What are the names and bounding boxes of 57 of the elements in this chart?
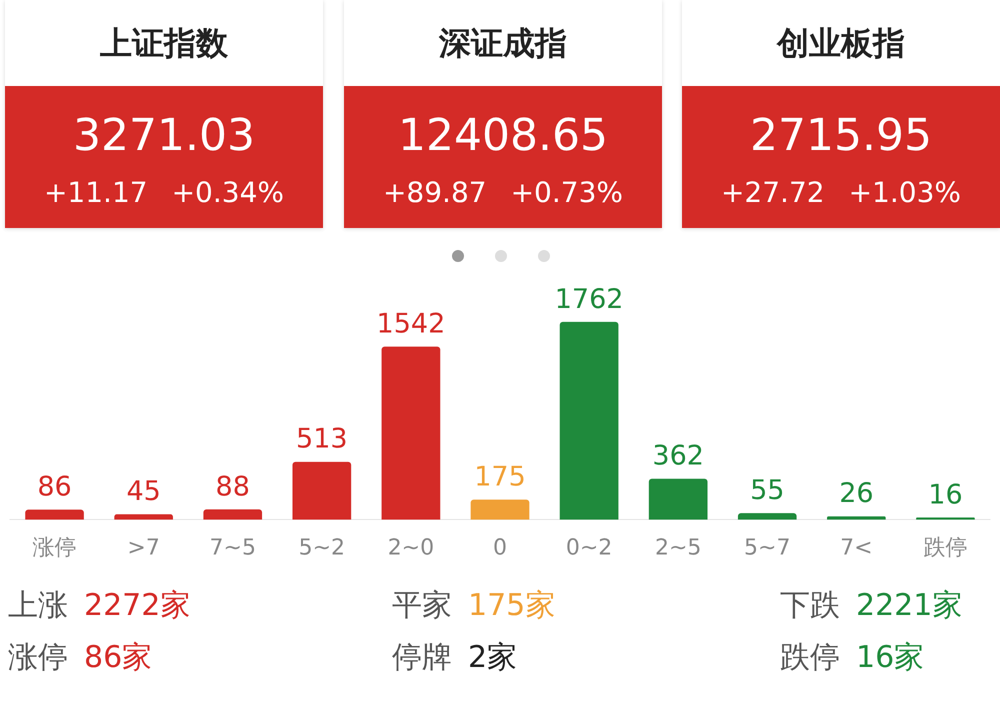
text: 16家 [856, 639, 924, 677]
data-label: 16 [928, 479, 963, 510]
text: 12408.65 [397, 109, 609, 163]
text: +89.87 [382, 176, 487, 209]
data-label: 1542 [376, 308, 446, 340]
text: 上证指数 [5, 0, 323, 86]
x-tick-label: 5~2 [298, 536, 346, 561]
x-tick-label: >7 [127, 536, 160, 561]
text: 跌停 [780, 639, 840, 677]
text: 涨停 [8, 639, 68, 677]
data-label: 175 [474, 462, 526, 493]
data-label: 513 [296, 424, 348, 455]
data-label: 362 [652, 440, 704, 472]
x-tick-label: 7~5 [210, 536, 256, 561]
x-tick-label: 7< [840, 536, 873, 561]
text: 2家 [468, 639, 518, 677]
bar [827, 516, 886, 520]
bar [382, 346, 440, 520]
text: 创业板指 [682, 0, 1000, 86]
text: +0.34% [172, 176, 284, 209]
data-label: 86 [37, 471, 72, 502]
text: 2715.95 [749, 109, 933, 163]
data-label: 1762 [554, 284, 624, 315]
text: 2272家 [84, 587, 190, 625]
text: 上涨 [8, 587, 68, 625]
text: 平家 [392, 587, 452, 625]
bar [560, 322, 618, 520]
data-label: 45 [126, 476, 161, 508]
data-label: 88 [216, 471, 250, 502]
bar [916, 517, 975, 520]
bar [292, 462, 352, 520]
text: 2221家 [856, 587, 962, 625]
bar [203, 509, 262, 520]
text: 3271.03 [72, 109, 256, 163]
x-tick-label: 2~0 [388, 536, 434, 561]
bar [114, 514, 173, 520]
x-tick-label: 5~7 [744, 536, 790, 561]
text: +0.73% [510, 176, 624, 209]
text: +11.17 [44, 176, 148, 209]
x-tick-label: 跌停 [923, 536, 968, 561]
data-label: 26 [839, 478, 874, 510]
bar [25, 510, 84, 520]
x-tick-label: 0~2 [566, 536, 612, 561]
x-tick-label: 2~5 [654, 536, 702, 561]
text: 下跌 [780, 587, 840, 625]
data-label: 55 [750, 474, 784, 506]
bar [470, 500, 530, 520]
bar [648, 478, 708, 520]
text: 86家 [84, 639, 152, 677]
text: +27.72 [720, 176, 825, 209]
text: 停牌 [392, 639, 452, 677]
text: 深证成指 [344, 0, 662, 86]
text: +1.03% [848, 176, 962, 209]
x-tick-label: 涨停 [32, 536, 77, 561]
x-tick-label: 0 [493, 536, 507, 561]
text: 175家 [468, 587, 556, 625]
bar [738, 513, 797, 520]
